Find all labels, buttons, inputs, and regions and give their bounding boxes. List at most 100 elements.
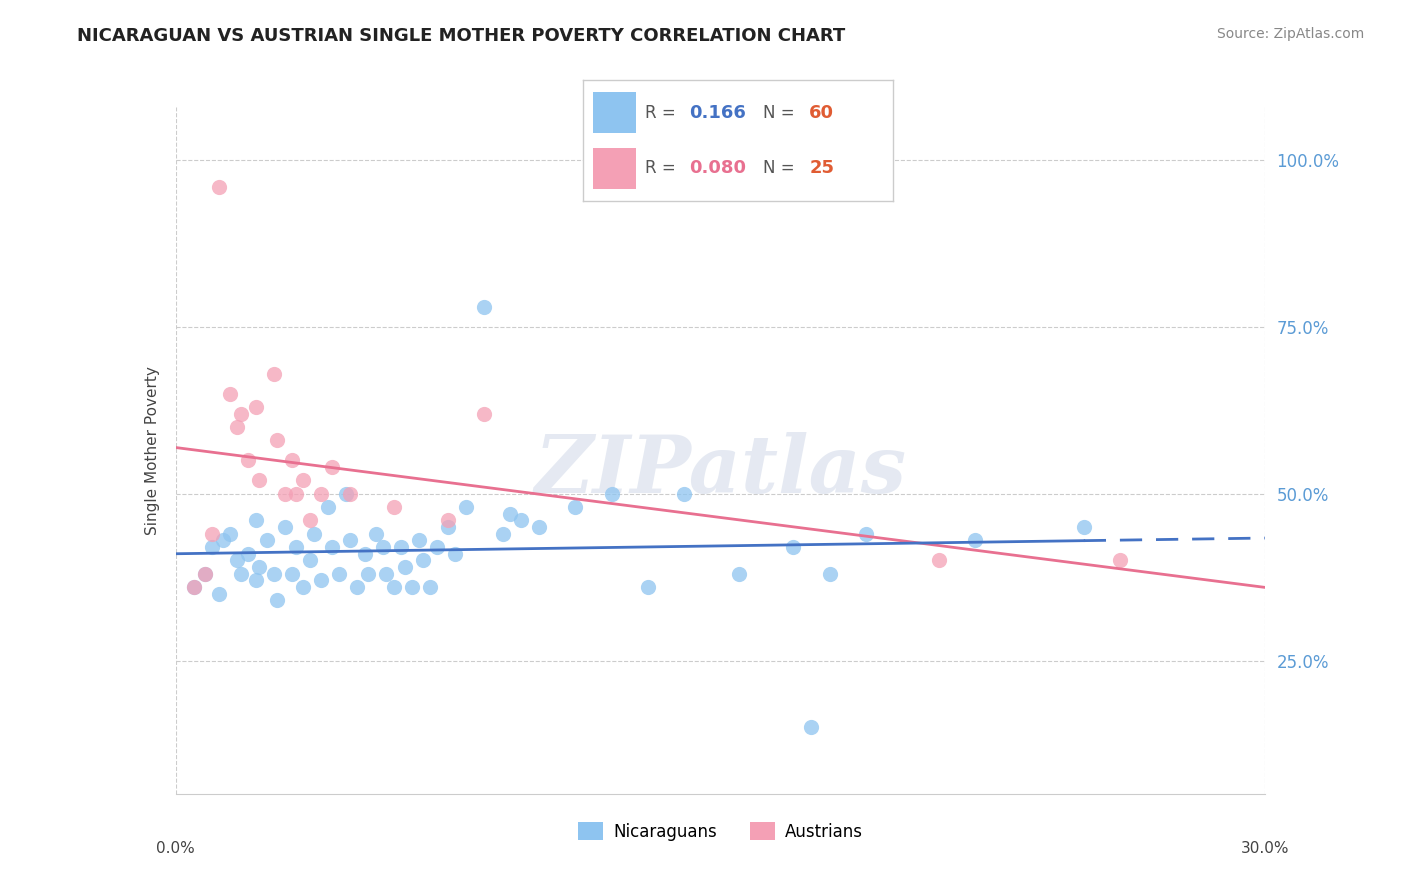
Legend: Nicaraguans, Austrians: Nicaraguans, Austrians (571, 815, 870, 847)
Point (437, 513, 460, 527)
Point (256, 533, 278, 548)
Point (208, 587, 231, 601)
Point (238, 453, 260, 467)
Point (263, 566, 285, 581)
Point (281, 566, 304, 581)
Text: Source: ZipAtlas.com: Source: ZipAtlas.com (1216, 27, 1364, 41)
Text: 60: 60 (810, 103, 834, 122)
Point (238, 547, 260, 561)
Point (855, 526, 877, 541)
Text: 30.0%: 30.0% (1241, 840, 1289, 855)
Point (284, 540, 307, 554)
Point (800, 720, 823, 734)
Point (564, 500, 586, 515)
Point (274, 520, 297, 534)
Point (419, 580, 441, 594)
Point (1073, 520, 1095, 534)
Point (456, 500, 478, 515)
Point (1109, 553, 1132, 567)
Text: NICARAGUAN VS AUSTRIAN SINGLE MOTHER POVERTY CORRELATION CHART: NICARAGUAN VS AUSTRIAN SINGLE MOTHER POV… (77, 27, 845, 45)
Point (963, 533, 986, 548)
Text: N =: N = (763, 103, 800, 122)
Point (291, 474, 314, 488)
Point (818, 566, 841, 581)
Point (245, 513, 267, 527)
Point (382, 500, 405, 515)
Point (492, 526, 515, 541)
Point (231, 566, 253, 581)
Point (194, 566, 217, 581)
Bar (593, 148, 636, 188)
Text: R =: R = (645, 103, 682, 122)
Point (321, 460, 343, 475)
Point (782, 540, 804, 554)
Point (309, 487, 332, 501)
Point (231, 407, 253, 421)
Y-axis label: Single Mother Poverty: Single Mother Poverty (145, 366, 160, 535)
Point (245, 574, 267, 588)
Point (339, 487, 361, 501)
Point (408, 533, 430, 548)
Point (219, 386, 242, 401)
Point (412, 553, 434, 567)
Point (263, 367, 285, 381)
Point (928, 553, 950, 567)
Text: 0.080: 0.080 (689, 159, 745, 178)
Point (426, 540, 449, 554)
Point (212, 533, 235, 548)
Point (183, 580, 205, 594)
Point (302, 526, 325, 541)
Point (673, 487, 696, 501)
Point (328, 566, 350, 581)
Point (346, 580, 368, 594)
Point (266, 434, 288, 448)
Point (299, 513, 322, 527)
Point (371, 540, 394, 554)
Point (600, 487, 623, 501)
Point (401, 580, 423, 594)
Text: 25: 25 (810, 159, 834, 178)
Point (382, 580, 405, 594)
Text: 0.0%: 0.0% (156, 840, 195, 855)
Point (183, 580, 205, 594)
Point (474, 300, 496, 314)
Point (444, 547, 467, 561)
Point (201, 540, 224, 554)
Point (364, 526, 387, 541)
Point (353, 547, 375, 561)
Point (357, 566, 380, 581)
Point (321, 540, 343, 554)
Point (335, 487, 357, 501)
Point (274, 487, 297, 501)
Text: 0.166: 0.166 (689, 103, 745, 122)
Point (339, 533, 361, 548)
Point (527, 520, 550, 534)
Point (226, 420, 249, 434)
Point (474, 407, 496, 421)
Point (281, 453, 304, 467)
Point (318, 500, 340, 515)
Point (247, 560, 270, 574)
Text: ZIPatlas: ZIPatlas (534, 433, 907, 510)
Text: R =: R = (645, 159, 682, 178)
Point (208, 180, 231, 194)
Point (291, 580, 314, 594)
Point (226, 553, 249, 567)
Point (437, 520, 460, 534)
Point (389, 540, 412, 554)
Text: N =: N = (763, 159, 800, 178)
Point (245, 400, 267, 414)
Bar (593, 92, 636, 133)
Point (194, 566, 217, 581)
Point (219, 526, 242, 541)
Point (247, 474, 270, 488)
Point (375, 566, 398, 581)
Point (727, 566, 749, 581)
Point (509, 513, 531, 527)
Point (284, 487, 307, 501)
Point (394, 560, 416, 574)
Point (266, 593, 288, 607)
Point (499, 507, 522, 521)
Point (201, 526, 224, 541)
Point (637, 580, 659, 594)
